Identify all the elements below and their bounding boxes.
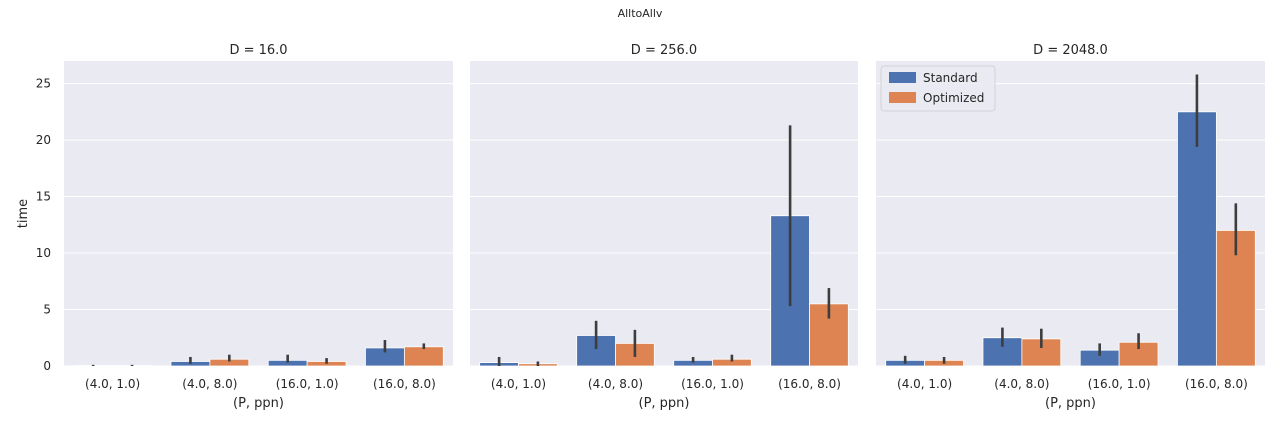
y-tick-label: 5 bbox=[43, 303, 51, 317]
bar-standard bbox=[1177, 111, 1217, 367]
plot-area bbox=[64, 61, 453, 366]
chart-panel-1: D = 256.0 (4.0, 1.0) (4.0, 8.0) (16.0, 1.0)… bbox=[470, 43, 858, 411]
y-tick-label: 0 bbox=[43, 359, 51, 373]
x-axis-label: (P, ppn) bbox=[233, 396, 284, 411]
y-tick-label: 25 bbox=[36, 77, 51, 91]
x-axis-label: (P, ppn) bbox=[639, 396, 690, 411]
x-tick-label: (16.0, 8.0) bbox=[778, 377, 841, 391]
legend-label-optimized: Optimized bbox=[923, 91, 984, 105]
x-tick-label: (4.0, 1.0) bbox=[85, 377, 140, 391]
panel-title: D = 256.0 bbox=[631, 43, 697, 58]
x-tick-label: (16.0, 8.0) bbox=[373, 377, 436, 391]
legend-label-standard: Standard bbox=[923, 71, 978, 85]
panels: 0 5 10 15 20 25 D = 16.0 (4.0, 1.0) (4.0, 8.0) (1… bbox=[16, 43, 1265, 411]
y-axis-label: time bbox=[16, 199, 31, 228]
x-tick-label: (4.0, 8.0) bbox=[994, 377, 1049, 391]
x-tick-label: (4.0, 1.0) bbox=[491, 377, 546, 391]
chart-panel-2: D = 2048.0 (4.0, 1.0) (4.0, 8.0) (16.0, 1.0… bbox=[876, 43, 1265, 411]
x-tick-label: (16.0, 1.0) bbox=[681, 377, 744, 391]
x-tick-label: (16.0, 1.0) bbox=[1088, 377, 1151, 391]
y-tick-label: 15 bbox=[36, 190, 51, 204]
x-tick-label: (4.0, 8.0) bbox=[588, 377, 643, 391]
panel-title: D = 16.0 bbox=[229, 43, 287, 58]
x-tick-label: (16.0, 8.0) bbox=[1185, 377, 1248, 391]
legend-swatch-standard bbox=[889, 72, 916, 83]
x-tick-label: (16.0, 1.0) bbox=[276, 377, 339, 391]
legend: Standard Optimized bbox=[880, 65, 996, 112]
y-tick-label: 20 bbox=[36, 133, 51, 147]
x-axis-label: (P, ppn) bbox=[1045, 396, 1096, 411]
y-tick-label: 10 bbox=[36, 246, 51, 260]
figure-suptitle: AlltoAllv bbox=[618, 7, 663, 20]
legend-swatch-optimized bbox=[889, 92, 916, 103]
x-tick-label: (4.0, 8.0) bbox=[182, 377, 237, 391]
chart-panel-0: 0 5 10 15 20 25 D = 16.0 (4.0, 1.0) (4.0, 8.0) (1… bbox=[16, 43, 453, 411]
bar-optimized bbox=[403, 346, 444, 367]
panel-title: D = 2048.0 bbox=[1033, 43, 1108, 58]
x-tick-label: (4.0, 1.0) bbox=[897, 377, 952, 391]
